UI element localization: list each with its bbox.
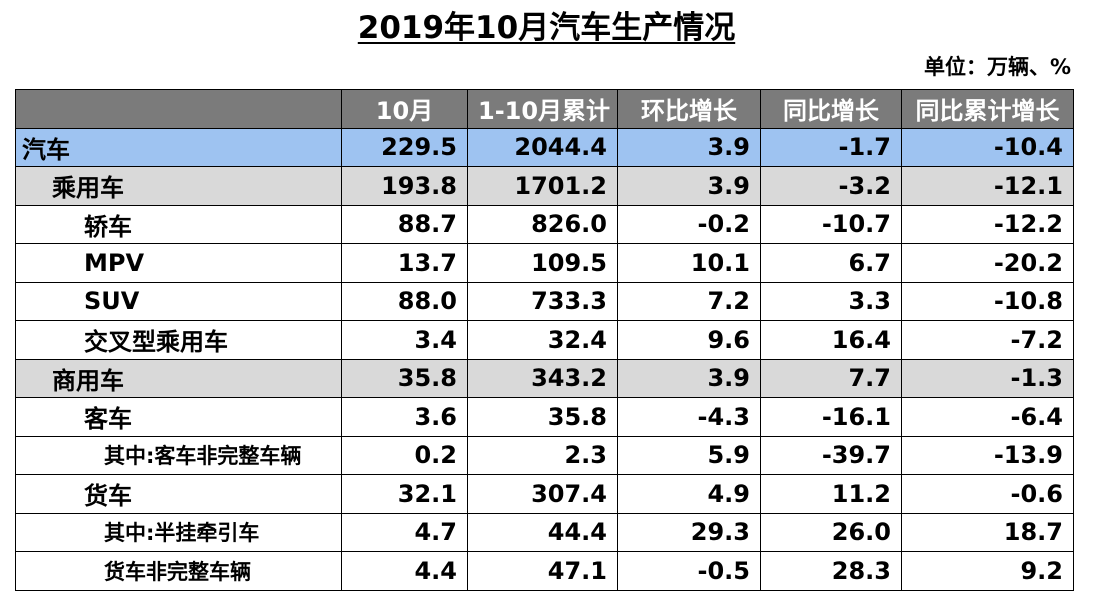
- table-row: 商用车 35.8 343.2 3.9 7.7 -1.3: [15, 358, 1074, 398]
- row-label: 货车: [15, 474, 342, 514]
- cell-yoy-cum: -6.4: [901, 397, 1074, 437]
- cell-month: 3.6: [341, 397, 468, 437]
- cell-cumulative: 1701.2: [467, 166, 618, 206]
- table-row: 其中:客车非完整车辆 0.2 2.3 5.9 -39.7 -13.9: [15, 435, 1074, 475]
- cell-cumulative: 44.4: [467, 512, 618, 552]
- cell-yoy: -16.1: [760, 397, 902, 437]
- cell-month: 32.1: [341, 474, 468, 514]
- cell-yoy: 7.7: [760, 358, 902, 398]
- cell-cumulative: 2.3: [467, 435, 618, 475]
- row-label: 其中:半挂牵引车: [15, 512, 342, 552]
- cell-cumulative: 35.8: [467, 397, 618, 437]
- cell-yoy-cum: -20.2: [901, 243, 1074, 283]
- table-row: MPV 13.7 109.5 10.1 6.7 -20.2: [15, 243, 1074, 283]
- cell-cumulative: 32.4: [467, 320, 618, 360]
- cell-cumulative: 343.2: [467, 358, 618, 398]
- production-table: 10月 1-10月累计 环比增长 同比增长 同比累计增长 汽车 229.5 20…: [15, 89, 1074, 591]
- cell-yoy: 3.3: [760, 281, 902, 321]
- cell-yoy-cum: -12.1: [901, 166, 1074, 206]
- title-text: 2019年10月汽车生产情况: [357, 10, 736, 46]
- cell-mom: 9.6: [617, 320, 761, 360]
- cell-yoy: 16.4: [760, 320, 902, 360]
- table-row: 货车 32.1 307.4 4.9 11.2 -0.6: [15, 474, 1074, 514]
- header-cumulative: 1-10月累计: [467, 89, 618, 129]
- cell-cumulative: 733.3: [467, 281, 618, 321]
- cell-yoy-cum: 18.7: [901, 512, 1074, 552]
- cell-yoy-cum: -13.9: [901, 435, 1074, 475]
- cell-yoy-cum: -0.6: [901, 474, 1074, 514]
- cell-yoy: -3.2: [760, 166, 902, 206]
- table-row: 乘用车 193.8 1701.2 3.9 -3.2 -12.1: [15, 166, 1074, 206]
- cell-mom: 7.2: [617, 281, 761, 321]
- cell-month: 88.7: [341, 204, 468, 244]
- cell-cumulative: 2044.4: [467, 127, 618, 167]
- cell-month: 4.7: [341, 512, 468, 552]
- cell-yoy-cum: -10.8: [901, 281, 1074, 321]
- cell-cumulative: 109.5: [467, 243, 618, 283]
- cell-month: 0.2: [341, 435, 468, 475]
- cell-mom: 3.9: [617, 127, 761, 167]
- cell-mom: -0.2: [617, 204, 761, 244]
- cell-mom: 4.9: [617, 474, 761, 514]
- header-yoy-growth: 同比增长: [760, 89, 902, 129]
- page-title: 2019年10月汽车生产情况: [0, 8, 1093, 48]
- cell-mom: 3.9: [617, 166, 761, 206]
- cell-yoy: -10.7: [760, 204, 902, 244]
- cell-mom: 5.9: [617, 435, 761, 475]
- cell-yoy: -39.7: [760, 435, 902, 475]
- cell-month: 229.5: [341, 127, 468, 167]
- cell-yoy-cum: -1.3: [901, 358, 1074, 398]
- cell-yoy-cum: -7.2: [901, 320, 1074, 360]
- row-label: 汽车: [15, 127, 342, 167]
- cell-yoy: 6.7: [760, 243, 902, 283]
- cell-yoy-cum: 9.2: [901, 551, 1074, 591]
- cell-mom: 10.1: [617, 243, 761, 283]
- header-yoy-cumulative-growth: 同比累计增长: [901, 89, 1074, 129]
- cell-cumulative: 47.1: [467, 551, 618, 591]
- row-label: 客车: [15, 397, 342, 437]
- cell-month: 193.8: [341, 166, 468, 206]
- cell-mom: 29.3: [617, 512, 761, 552]
- header-month: 10月: [341, 89, 468, 129]
- table-header-row: 10月 1-10月累计 环比增长 同比增长 同比累计增长: [15, 89, 1074, 129]
- cell-mom: 3.9: [617, 358, 761, 398]
- table-row: SUV 88.0 733.3 7.2 3.3 -10.8: [15, 281, 1074, 321]
- cell-month: 88.0: [341, 281, 468, 321]
- cell-yoy-cum: -12.2: [901, 204, 1074, 244]
- header-category: [15, 89, 342, 129]
- cell-mom: -0.5: [617, 551, 761, 591]
- unit-note: 单位：万辆、%: [923, 55, 1071, 79]
- cell-yoy: 11.2: [760, 474, 902, 514]
- row-label: MPV: [15, 243, 342, 283]
- row-label: 商用车: [15, 358, 342, 398]
- table-row: 其中:半挂牵引车 4.7 44.4 29.3 26.0 18.7: [15, 512, 1074, 552]
- header-mom-growth: 环比增长: [617, 89, 761, 129]
- table-row: 交叉型乘用车 3.4 32.4 9.6 16.4 -7.2: [15, 320, 1074, 360]
- row-label: SUV: [15, 281, 342, 321]
- row-label: 交叉型乘用车: [15, 320, 342, 360]
- cell-yoy: 26.0: [760, 512, 902, 552]
- cell-yoy: 28.3: [760, 551, 902, 591]
- table-row: 轿车 88.7 826.0 -0.2 -10.7 -12.2: [15, 204, 1074, 244]
- cell-yoy: -1.7: [760, 127, 902, 167]
- table-row: 客车 3.6 35.8 -4.3 -16.1 -6.4: [15, 397, 1074, 437]
- cell-month: 13.7: [341, 243, 468, 283]
- cell-cumulative: 826.0: [467, 204, 618, 244]
- cell-month: 4.4: [341, 551, 468, 591]
- cell-cumulative: 307.4: [467, 474, 618, 514]
- cell-month: 3.4: [341, 320, 468, 360]
- row-label: 轿车: [15, 204, 342, 244]
- cell-yoy-cum: -10.4: [901, 127, 1074, 167]
- row-label: 其中:客车非完整车辆: [15, 435, 342, 475]
- cell-mom: -4.3: [617, 397, 761, 437]
- row-label: 货车非完整车辆: [15, 551, 342, 591]
- cell-month: 35.8: [341, 358, 468, 398]
- table-row: 货车非完整车辆 4.4 47.1 -0.5 28.3 9.2: [15, 551, 1074, 591]
- table-row: 汽车 229.5 2044.4 3.9 -1.7 -10.4: [15, 127, 1074, 167]
- row-label: 乘用车: [15, 166, 342, 206]
